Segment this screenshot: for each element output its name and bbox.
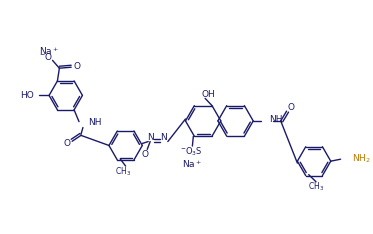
Text: O: O <box>64 139 71 148</box>
Text: $^{-}$O: $^{-}$O <box>38 51 53 62</box>
Text: NH$_2$: NH$_2$ <box>352 153 371 165</box>
Text: $^{-}$O$_3$S: $^{-}$O$_3$S <box>180 146 203 158</box>
Text: O: O <box>73 62 81 71</box>
Text: O: O <box>287 103 294 112</box>
Text: CH$_3$: CH$_3$ <box>308 180 324 193</box>
Text: N: N <box>147 133 154 142</box>
Text: O: O <box>142 150 149 159</box>
Text: HO: HO <box>21 91 34 100</box>
Text: N: N <box>160 133 167 142</box>
Text: NH: NH <box>269 115 282 124</box>
Text: NH: NH <box>88 118 101 127</box>
Text: Na$^+$: Na$^+$ <box>40 46 60 57</box>
Text: CH$_3$: CH$_3$ <box>115 166 131 178</box>
Text: OH: OH <box>201 90 215 99</box>
Text: Na$^+$: Na$^+$ <box>182 158 203 170</box>
